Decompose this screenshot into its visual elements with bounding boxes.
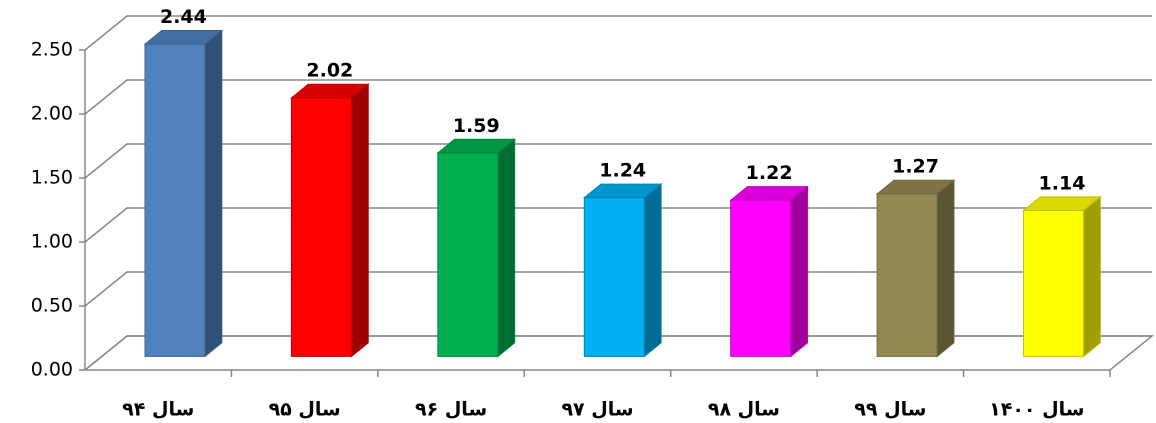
bar-side (643, 183, 662, 358)
x-tick-label: سال ۹۷ (561, 399, 633, 421)
bar-side (1083, 195, 1101, 358)
y-tick-label: 0.50 (31, 295, 73, 317)
x-tick-label: سال ۹۹ (854, 399, 926, 421)
grid-line (84, 271, 1152, 307)
y-tick-label: 0.00 (31, 359, 73, 381)
bar-side (350, 83, 369, 358)
x-tick-label: سال ۹۵ (269, 399, 341, 421)
y-tick-label: 1.50 (31, 167, 73, 189)
y-tick-label: 2.50 (31, 39, 73, 61)
value-label: 2.44 (160, 6, 207, 28)
bar-side (204, 29, 223, 358)
value-label: 1.22 (746, 162, 793, 184)
value-label: 2.02 (306, 60, 353, 82)
bar (437, 152, 499, 357)
grid-line (84, 143, 1152, 179)
value-label: 1.24 (599, 160, 646, 182)
bar-side (936, 179, 955, 358)
value-label: 1.59 (453, 115, 500, 137)
bar-side (790, 185, 809, 358)
y-tick-label: 2.00 (31, 103, 73, 125)
bar (876, 193, 938, 357)
x-tick-label: سال ۱۴۰۰ (989, 399, 1084, 421)
x-tick-label: سال ۹۴ (122, 399, 194, 421)
bar (290, 97, 352, 357)
value-label: 1.14 (1039, 172, 1086, 194)
grid-line (84, 79, 1152, 115)
bar (144, 43, 206, 357)
bar (1023, 209, 1085, 357)
bar (583, 197, 645, 357)
x-tick-label: سال ۹۸ (708, 399, 780, 421)
grid-line (84, 15, 1152, 51)
y-tick-label: 1.00 (31, 231, 73, 253)
bar-side (497, 138, 516, 358)
value-label: 1.27 (892, 156, 939, 178)
grid-line (84, 207, 1152, 243)
grid-line (84, 335, 1152, 371)
x-tick-label: سال ۹۶ (415, 399, 487, 421)
bar (730, 199, 792, 357)
